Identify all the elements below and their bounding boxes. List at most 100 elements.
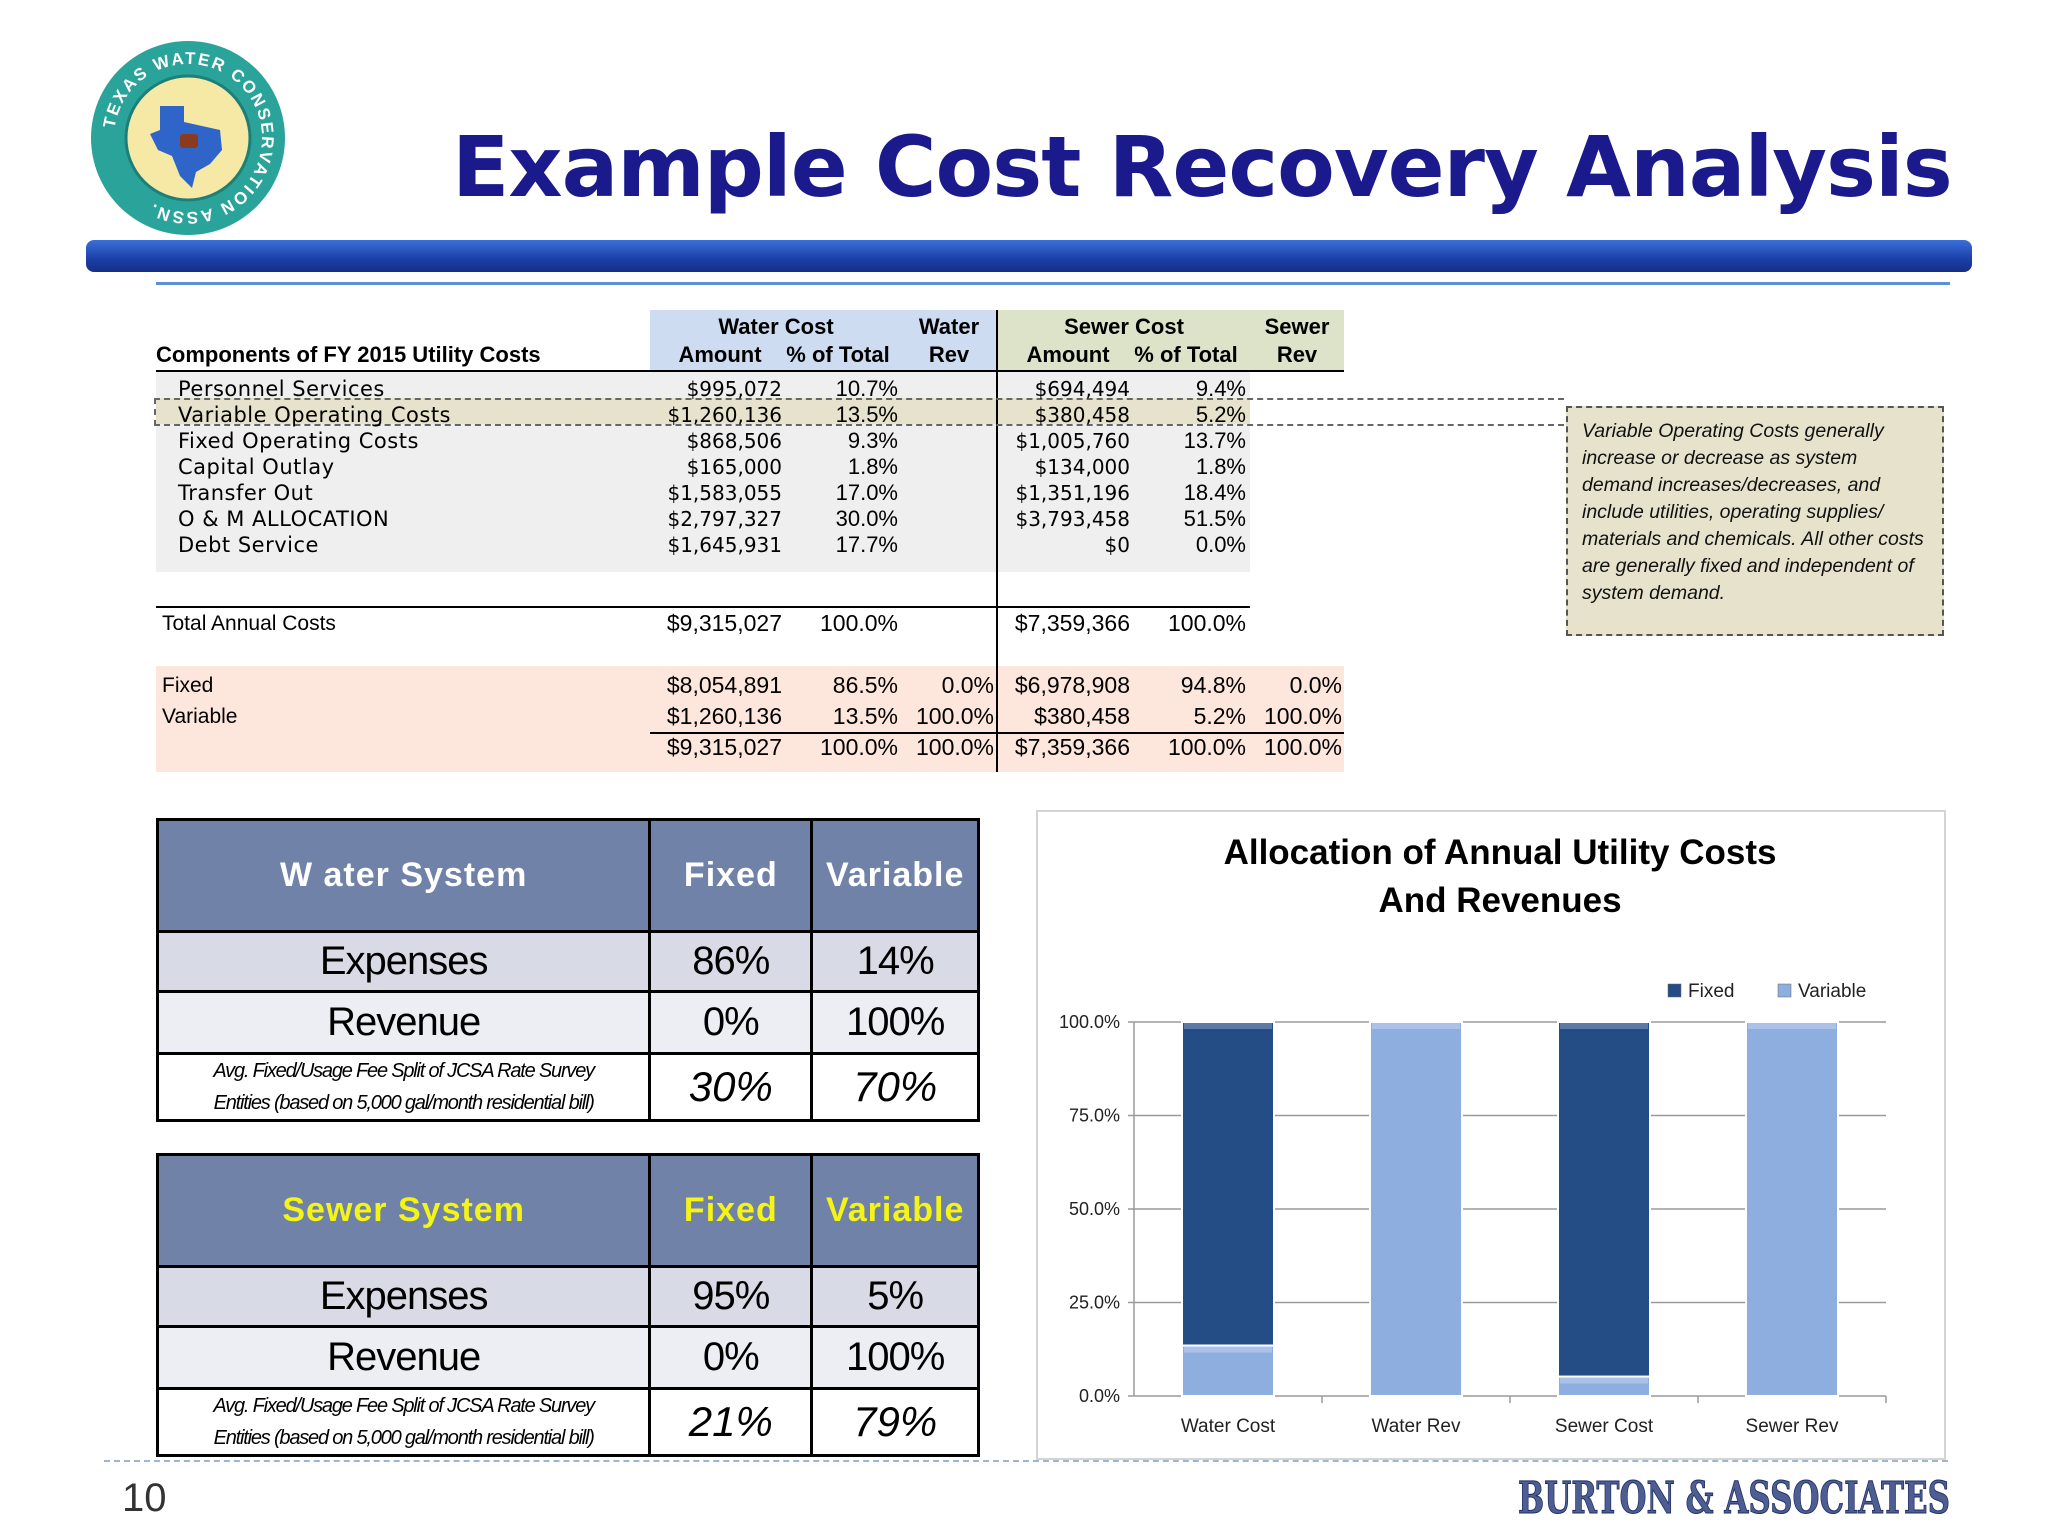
- water-header-bg: [650, 310, 996, 370]
- split-water-pct: 13.5%: [832, 703, 898, 729]
- sewer-rev-header-1: Sewer: [1264, 314, 1330, 339]
- sewer-amount: $380,458: [1034, 403, 1130, 427]
- water-rev-header-2: Rev: [928, 342, 970, 367]
- sewer-revenue-variable: 100%: [810, 1325, 980, 1390]
- sewer-pct: 5.2%: [1195, 402, 1246, 427]
- chart-ytick-label: 100.0%: [1059, 1012, 1120, 1032]
- chart-bar-highlight: [1372, 1023, 1460, 1029]
- total-water-pct: 100.0%: [819, 610, 898, 636]
- sewer-expenses-label: Expenses: [155, 1265, 652, 1328]
- title-underline-bar: [86, 240, 1972, 272]
- water-amount: $1,583,055: [667, 481, 782, 505]
- sewer-expenses-variable: 5%: [810, 1265, 980, 1328]
- header-rule: [156, 370, 1344, 372]
- water-pct: 9.3%: [847, 428, 898, 453]
- sewer-system-summary: Sewer System Fixed Variable Expenses 95%…: [155, 1153, 980, 1457]
- page-number: 10: [122, 1476, 167, 1520]
- water-revenue-fixed: 0%: [648, 990, 814, 1055]
- chart-title-line2: And Revenues: [1378, 881, 1621, 920]
- sewer-expenses-fixed: 95%: [648, 1265, 814, 1328]
- chart-bar-fixed: [1557, 1021, 1651, 1378]
- split-sewer-amount: $7,359,366: [1014, 734, 1130, 760]
- utility-cost-table: Water Cost Water Sewer Cost Sewer Compon…: [154, 310, 1564, 772]
- chart-ytick-label: 0.0%: [1079, 1386, 1120, 1406]
- sewer-amount: $1,005,760: [1015, 429, 1130, 453]
- sewer-amount: $134,000: [1034, 455, 1130, 479]
- water-expenses-fixed: 86%: [648, 930, 814, 993]
- split-water-amount: $8,054,891: [666, 672, 782, 698]
- water-pct: 10.7%: [835, 376, 898, 401]
- sewer-amount-label: Amount: [1026, 342, 1110, 367]
- sewer-amount: $694,494: [1034, 377, 1130, 401]
- sewer-amount: $3,793,458: [1015, 507, 1130, 531]
- water-rev-header-1: Water: [918, 314, 980, 339]
- split-water-rev: 100.0%: [915, 734, 994, 760]
- sewer-revenue-label: Revenue: [155, 1325, 652, 1390]
- water-revenue-label: Revenue: [155, 990, 652, 1055]
- chart-bar-fixed: [1181, 1021, 1275, 1347]
- sewer-system-title: Sewer System: [155, 1153, 652, 1268]
- water-system-title: W ater System: [155, 818, 652, 933]
- split-sewer-pct: 5.2%: [1193, 703, 1246, 729]
- chart-xtick-label: Water Cost: [1181, 1416, 1276, 1437]
- split-sewer-amount: $6,978,908: [1014, 672, 1130, 698]
- chart-ytick-label: 50.0%: [1069, 1199, 1120, 1219]
- burton-associates-logo: BURTON & ASSOCIATES: [1510, 1466, 1960, 1526]
- total-sewer-pct: 100.0%: [1167, 610, 1246, 636]
- sewer-amount: $1,351,196: [1015, 481, 1130, 505]
- chart-bar-highlight: [1748, 1023, 1836, 1029]
- chart-legend-swatch-variable: [1777, 983, 1792, 998]
- water-survey-note-line2: Entities (based on 5,000 gal/month resid…: [213, 1092, 595, 1114]
- components-label: Components of FY 2015 Utility Costs: [156, 342, 541, 367]
- water-fixed-header: Fixed: [648, 818, 814, 933]
- water-expenses-variable: 14%: [810, 930, 980, 993]
- split-sewer-rev: 100.0%: [1263, 703, 1342, 729]
- chart-bar-highlight: [1184, 1023, 1272, 1029]
- variable-row-highlight: [156, 398, 1250, 424]
- variable-costs-note: Variable Operating Costs generally incre…: [1566, 406, 1944, 636]
- sewer-fixed-header: Fixed: [648, 1153, 814, 1268]
- water-system-summary: W ater System Fixed Variable Expenses 86…: [155, 818, 980, 1122]
- split-water-pct: 100.0%: [819, 734, 898, 760]
- water-pct: 17.7%: [835, 532, 898, 557]
- allocation-chart: Allocation of Annual Utility Costs And R…: [1036, 810, 1946, 1460]
- sewer-survey-variable: 79%: [810, 1387, 980, 1457]
- page-title: Example Cost Recovery Analysis: [452, 118, 1953, 216]
- sewer-header-bg: [998, 310, 1344, 370]
- water-pct: 30.0%: [835, 506, 898, 531]
- chart-xtick-label: Sewer Cost: [1555, 1416, 1654, 1437]
- sewer-pct: 13.7%: [1183, 428, 1246, 453]
- water-survey-note: Avg. Fixed/Usage Fee Split of JCSA Rate …: [155, 1052, 652, 1122]
- chart-bar-highlight: [1560, 1377, 1648, 1384]
- chart-ytick-label: 25.0%: [1069, 1293, 1120, 1313]
- row-label: Debt Service: [178, 533, 319, 557]
- sewer-pct: 9.4%: [1195, 376, 1246, 401]
- sewer-rev-header-2: Rev: [1276, 342, 1318, 367]
- sewer-pct: 0.0%: [1195, 532, 1246, 557]
- sewer-pct-label: % of Total: [1134, 342, 1238, 367]
- chart-legend-label-fixed: Fixed: [1688, 981, 1734, 1002]
- row-label: Transfer Out: [178, 481, 314, 505]
- chart-xtick-label: Water Rev: [1371, 1416, 1461, 1437]
- split-sum-rule: [650, 732, 1344, 734]
- split-label: Variable: [162, 705, 238, 728]
- brand-name: BURTON & ASSOCIATES: [1518, 1473, 1950, 1524]
- sewer-revenue-fixed: 0%: [648, 1325, 814, 1390]
- row-label: Capital Outlay: [178, 455, 335, 479]
- chart-bar-variable: [1369, 1021, 1463, 1397]
- sewer-amount: $0: [1104, 533, 1130, 557]
- chart-xtick-label: Sewer Rev: [1746, 1416, 1839, 1437]
- water-survey-variable: 70%: [810, 1052, 980, 1122]
- water-survey-note-line1: Avg. Fixed/Usage Fee Split of JCSA Rate …: [213, 1060, 595, 1082]
- chart-bar-variable: [1745, 1021, 1839, 1397]
- total-sewer-amount: $7,359,366: [1014, 610, 1130, 636]
- split-water-rev: 100.0%: [915, 703, 994, 729]
- water-survey-fixed: 30%: [648, 1052, 814, 1122]
- split-water-amount: $1,260,136: [666, 703, 782, 729]
- water-pct: 17.0%: [835, 480, 898, 505]
- sewer-pct: 51.5%: [1183, 506, 1246, 531]
- sewer-survey-note: Avg. Fixed/Usage Fee Split of JCSA Rate …: [155, 1387, 652, 1457]
- chart-ytick-label: 75.0%: [1069, 1106, 1120, 1126]
- variable-row-dash-box: [154, 398, 1564, 426]
- water-amount: $1,260,136: [667, 403, 782, 427]
